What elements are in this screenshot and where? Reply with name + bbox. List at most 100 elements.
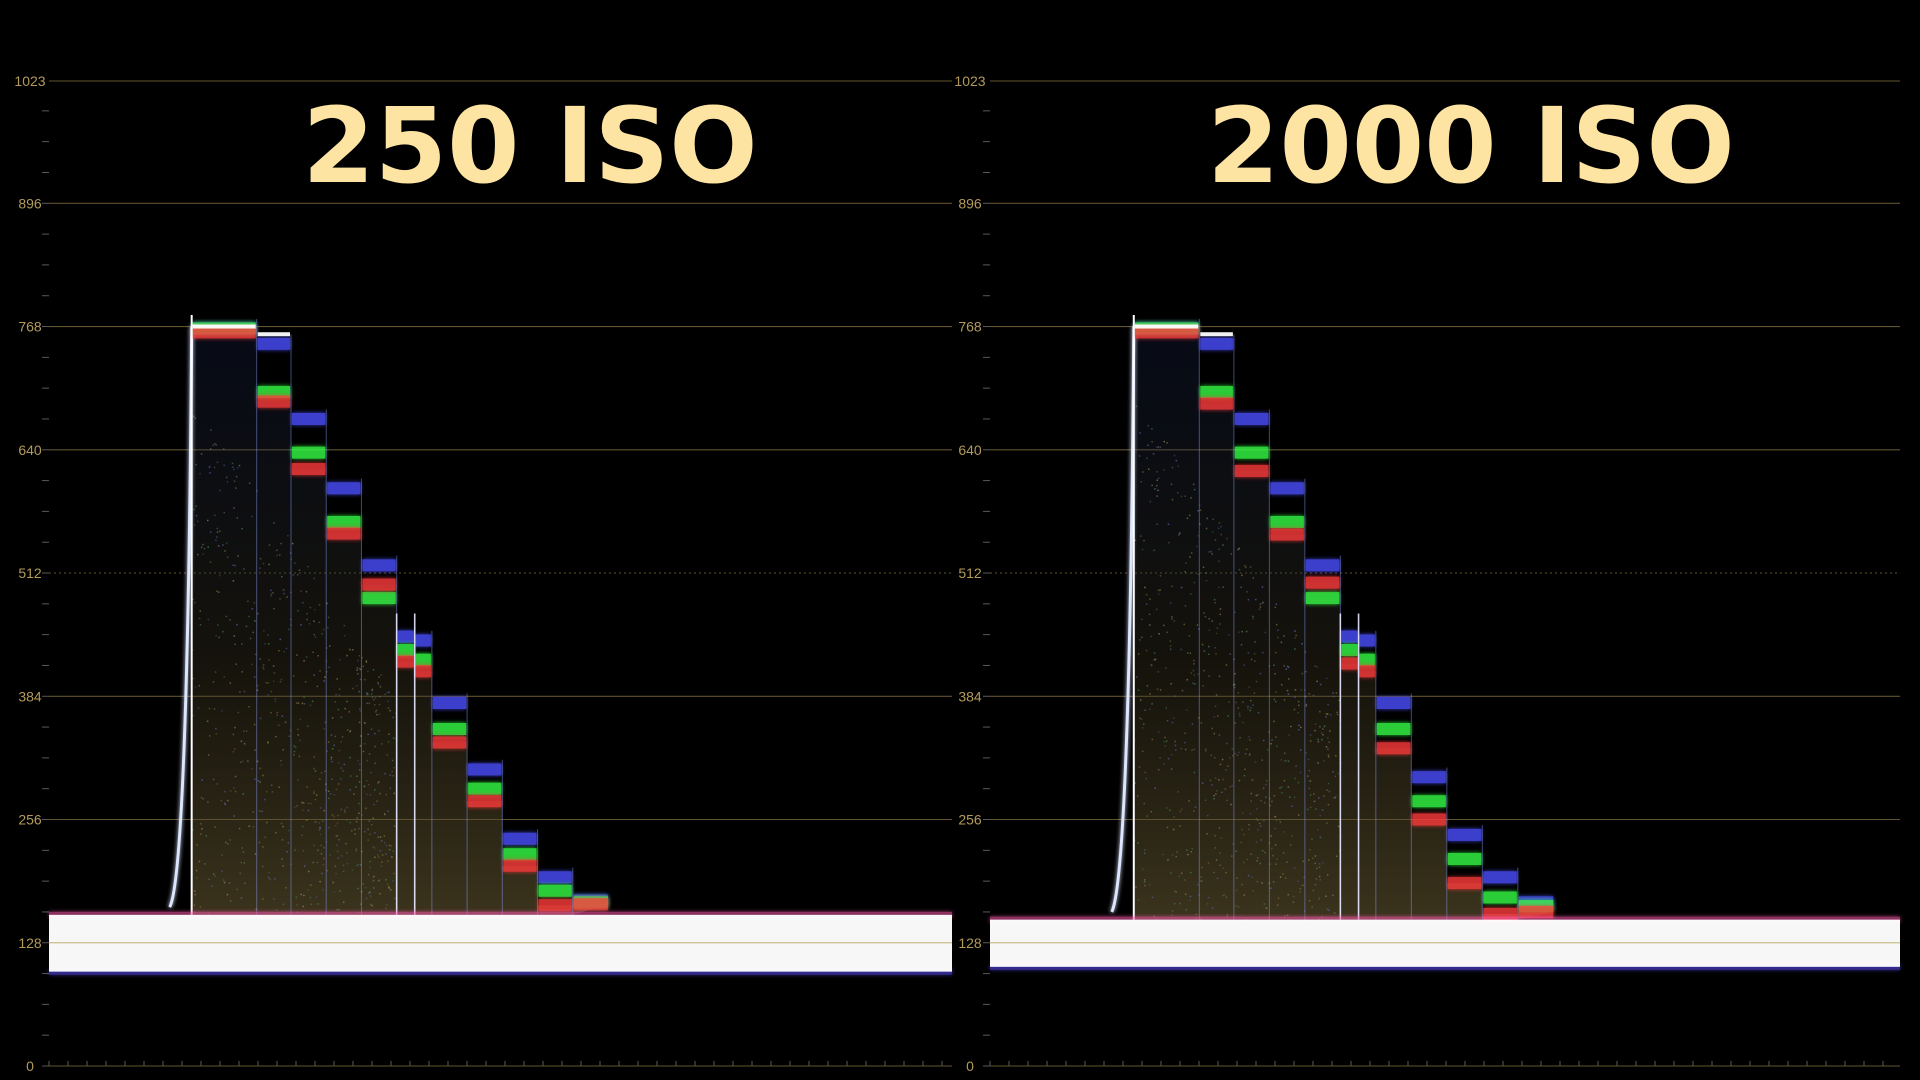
noise-speck bbox=[380, 743, 383, 745]
noise-speck bbox=[384, 772, 386, 775]
noise-speck bbox=[1188, 514, 1191, 517]
noise-speck bbox=[333, 744, 336, 747]
noise-speck bbox=[362, 883, 364, 885]
noise-speck bbox=[1252, 618, 1254, 620]
noise-speck bbox=[310, 802, 312, 805]
noise-speck bbox=[1167, 541, 1170, 544]
noise-speck bbox=[290, 558, 293, 561]
y-tick-label: 384 bbox=[18, 688, 42, 704]
noise-speck bbox=[303, 703, 306, 705]
noise-speck bbox=[1308, 693, 1310, 695]
noise-speck bbox=[388, 844, 391, 847]
noise-speck bbox=[302, 802, 305, 804]
noise-speck bbox=[379, 849, 382, 852]
noise-speck bbox=[1253, 692, 1256, 694]
noise-speck bbox=[198, 617, 201, 620]
step-green bbox=[1483, 891, 1517, 904]
noise-speck bbox=[251, 515, 253, 518]
noise-speck bbox=[285, 887, 287, 889]
noise-speck bbox=[1260, 800, 1262, 802]
noise-speck bbox=[307, 809, 310, 812]
noise-speck bbox=[1315, 808, 1317, 810]
noise-speck bbox=[1152, 453, 1155, 455]
noise-speck bbox=[1139, 717, 1141, 719]
noise-speck bbox=[387, 707, 390, 709]
noise-speck bbox=[323, 809, 325, 812]
step-red bbox=[1234, 464, 1269, 477]
noise-speck bbox=[331, 760, 333, 763]
noise-speck bbox=[342, 770, 344, 772]
noise-speck bbox=[1304, 695, 1307, 698]
noise-speck bbox=[1338, 699, 1341, 702]
noise-speck bbox=[391, 759, 394, 762]
noise-speck bbox=[1270, 743, 1272, 745]
noise-speck bbox=[361, 657, 364, 659]
noise-speck bbox=[1275, 603, 1278, 605]
noise-speck bbox=[1151, 738, 1153, 741]
noise-speck bbox=[1326, 908, 1329, 910]
step-blue bbox=[1483, 871, 1517, 884]
noise-speck bbox=[1222, 894, 1224, 897]
noise-speck bbox=[1229, 786, 1232, 788]
noise-speck bbox=[1180, 495, 1183, 498]
noise-speck bbox=[367, 693, 369, 696]
noise-speck bbox=[1219, 613, 1221, 616]
y-tick-label: 896 bbox=[958, 195, 982, 211]
noise-speck bbox=[1259, 862, 1261, 865]
noise-speck bbox=[1240, 644, 1243, 646]
noise-speck bbox=[192, 598, 194, 601]
noise-speck bbox=[224, 550, 226, 552]
noise-speck bbox=[1206, 517, 1208, 520]
noise-speck bbox=[335, 788, 338, 791]
noise-speck bbox=[319, 833, 322, 836]
noise-speck bbox=[386, 904, 388, 906]
noise-speck bbox=[1144, 849, 1146, 851]
noise-speck bbox=[1208, 629, 1211, 632]
noise-speck bbox=[194, 417, 197, 419]
noise-speck bbox=[1247, 599, 1250, 601]
noise-speck bbox=[1197, 883, 1199, 886]
noise-speck bbox=[390, 845, 393, 847]
noise-speck bbox=[1259, 606, 1262, 608]
noise-speck bbox=[1337, 772, 1339, 775]
noise-speck bbox=[1332, 797, 1335, 799]
noise-speck bbox=[1323, 759, 1325, 762]
noise-speck bbox=[358, 802, 360, 805]
noise-speck bbox=[1188, 635, 1191, 637]
noise-speck bbox=[254, 653, 257, 656]
noise-speck bbox=[357, 759, 359, 762]
noise-speck bbox=[209, 448, 212, 450]
noise-speck bbox=[1325, 746, 1328, 748]
noise-speck bbox=[1171, 854, 1174, 856]
noise-speck bbox=[1221, 758, 1224, 761]
noise-speck bbox=[1251, 876, 1253, 879]
noise-speck bbox=[370, 728, 373, 730]
noise-speck bbox=[340, 808, 343, 811]
noise-speck bbox=[1262, 651, 1264, 654]
noise-speck bbox=[367, 670, 369, 673]
noise-speck bbox=[282, 825, 284, 828]
noise-speck bbox=[373, 704, 376, 706]
noise-speck bbox=[256, 689, 259, 691]
noise-speck bbox=[1279, 819, 1281, 821]
noise-speck bbox=[388, 848, 391, 851]
noise-speck bbox=[209, 531, 212, 533]
noise-speck bbox=[1318, 897, 1321, 899]
noise-speck bbox=[214, 875, 216, 877]
step-green bbox=[1359, 653, 1375, 666]
noise-speck bbox=[1312, 694, 1315, 697]
noise-speck bbox=[1187, 853, 1189, 856]
step-red bbox=[362, 578, 396, 591]
noise-speck bbox=[370, 693, 373, 695]
noise-speck bbox=[216, 461, 219, 464]
noise-speck bbox=[286, 850, 288, 853]
noise-speck bbox=[1149, 884, 1151, 886]
noise-speck bbox=[355, 850, 357, 852]
noise-speck bbox=[1232, 684, 1235, 686]
noise-speck bbox=[1275, 651, 1277, 654]
noise-speck bbox=[322, 889, 324, 891]
noise-speck bbox=[1204, 799, 1207, 802]
noise-speck bbox=[368, 892, 370, 894]
noise-speck bbox=[1307, 859, 1310, 861]
noise-speck bbox=[321, 872, 323, 875]
